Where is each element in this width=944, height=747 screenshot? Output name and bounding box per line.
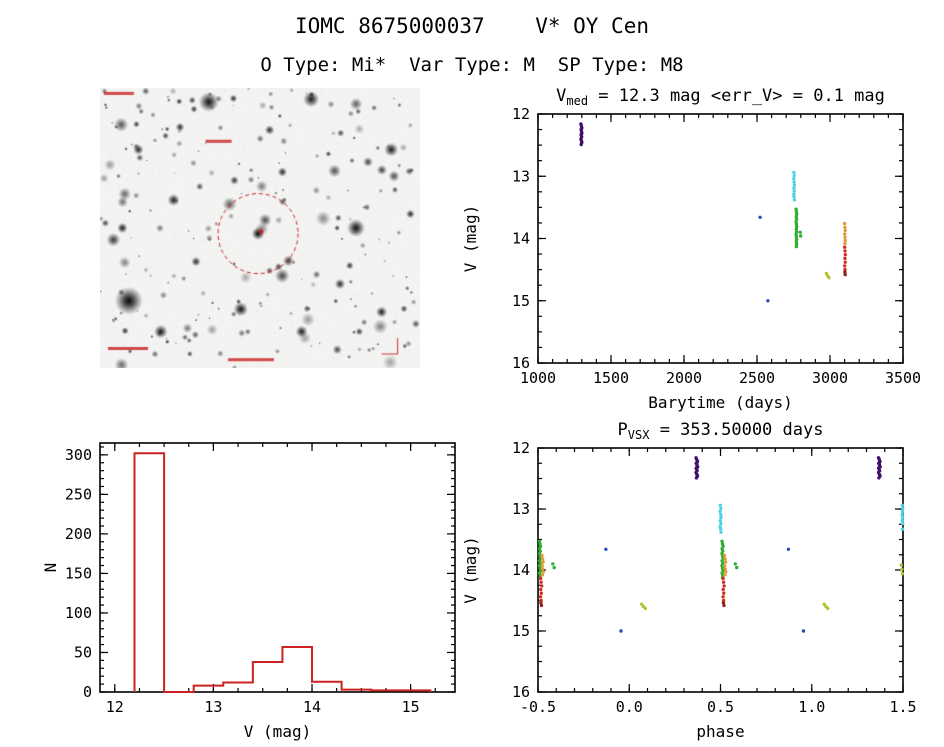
tick-label: 14 — [512, 230, 530, 248]
tick-label: 12 — [512, 105, 530, 123]
tick-label: 13 — [204, 698, 222, 716]
tick-label: 14 — [303, 698, 321, 716]
tick-label: 2000 — [666, 369, 702, 387]
light_curve-title: Vmed = 12.3 mag <err_V> = 0.1 mag — [556, 86, 885, 108]
tick-label: 0 — [83, 683, 92, 701]
tick-label: 15 — [402, 698, 420, 716]
phase_curve-xlabel: phase — [696, 722, 744, 741]
series-epoch3-cyan — [792, 170, 797, 202]
tick-label: 15 — [512, 622, 530, 640]
series-epoch6-maroon — [843, 270, 847, 277]
tick-label: 150 — [65, 564, 92, 582]
tick-label: 300 — [65, 446, 92, 464]
tick-label: -0.5 — [520, 698, 556, 716]
series-epoch1-purple — [694, 456, 882, 480]
tick-label: 250 — [65, 485, 92, 503]
histogram-xlabel: V (mag) — [244, 722, 311, 741]
tick-label: 15 — [512, 292, 530, 310]
light_curve-xlabel: Barytime (days) — [648, 393, 793, 412]
light_curve-frame — [537, 113, 904, 364]
page-subtitle: O Type: Mi* Var Type: M SP Type: M8 — [260, 54, 684, 76]
series-epoch3-cyan — [718, 503, 905, 534]
tick-label: 12 — [512, 439, 530, 457]
series-epoch6-maroon — [539, 601, 726, 608]
tick-label: 16 — [512, 683, 530, 701]
page-title: IOMC 8675000037 V* OY Cen — [294, 14, 649, 38]
tick-label: 1.5 — [889, 698, 916, 716]
series-epoch5-olive — [640, 563, 904, 611]
series-epoch6-orange — [540, 553, 728, 577]
tick-label: 3000 — [812, 369, 848, 387]
histogram-outline — [133, 452, 432, 693]
tick-label: 2500 — [739, 369, 775, 387]
lightcurve-plot: 1000 1500 2000 2500 3000 3500 12 13 14 15 16 Baryti… — [461, 86, 920, 412]
tick-label: 0.5 — [707, 698, 734, 716]
tick-label: 14 — [512, 561, 530, 579]
tick-label: 100 — [65, 604, 92, 622]
tick-label: 16 — [512, 354, 530, 372]
series-epoch1-purple — [579, 122, 584, 147]
phase_curve-ylabel: V (mag) — [461, 536, 480, 603]
series-epoch4-green — [537, 539, 739, 580]
tick-label: 50 — [74, 643, 92, 661]
tick-label: 13 — [512, 167, 530, 185]
series-epoch5-olive — [824, 271, 831, 280]
series-epoch2-blue — [604, 547, 806, 633]
tick-label: 3500 — [885, 369, 920, 387]
series-epoch6-orange — [842, 221, 847, 246]
tick-label: 12 — [106, 698, 124, 716]
series-epoch4-green — [794, 207, 803, 249]
tick-label: 1000 — [520, 369, 556, 387]
finding-chart-image — [100, 88, 420, 368]
series-epoch6-red — [538, 576, 726, 603]
phase_curve-frame — [537, 447, 904, 693]
phase-folded-plot: -0.5 0.0 0.5 1.0 1.5 12 13 14 15 16 phase V (mag) PV… — [461, 420, 917, 741]
phase_curve-title: PVSX = 353.50000 days — [618, 420, 824, 442]
series-epoch2-blue — [758, 215, 770, 303]
tick-label: 200 — [65, 525, 92, 543]
tick-label: 0.0 — [616, 698, 643, 716]
histogram-ylabel: N — [41, 563, 60, 573]
tick-label: 13 — [512, 500, 530, 518]
tick-label: 1.0 — [798, 698, 825, 716]
histogram-frame — [99, 442, 456, 693]
series-epoch6-red — [843, 245, 847, 272]
light_curve-ylabel: V (mag) — [461, 205, 480, 272]
tick-label: 1500 — [593, 369, 629, 387]
